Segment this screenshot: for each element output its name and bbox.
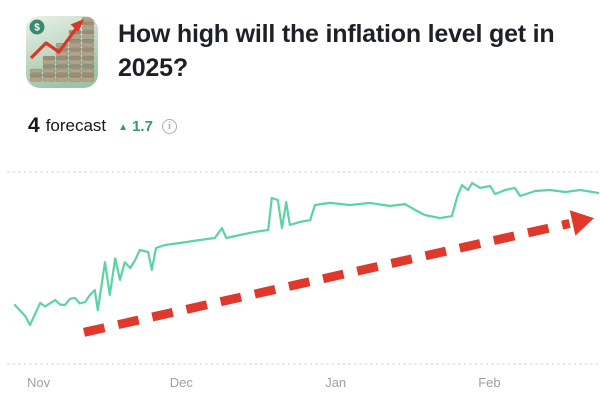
forecast-delta: ▲ 1.7 [118, 118, 153, 135]
forecast-chart-canvas [7, 171, 600, 365]
trend-arrow-head [569, 210, 594, 236]
forecast-count-label: forecast [45, 116, 107, 135]
delta-value: 1.7 [132, 117, 153, 135]
x-axis-tick: Nov [27, 375, 51, 390]
dollar-badge-icon [29, 19, 45, 35]
thumbnail-art: $ [26, 16, 98, 88]
forecast-chart[interactable]: Nov Dec Jan Feb [0, 166, 600, 396]
forecast-stats-row: 4 forecast ▲ 1.7 i [28, 114, 574, 138]
forecast-line [13, 181, 600, 327]
up-triangle-icon: ▲ [118, 121, 129, 133]
question-title[interactable]: How high will the inflation level get in… [118, 20, 555, 82]
x-axis-tick: Dec [169, 375, 193, 390]
x-axis-tick: Feb [478, 375, 501, 390]
x-axis: Nov Dec Jan Feb [0, 370, 600, 396]
info-icon[interactable]: i [161, 118, 177, 134]
forecast-count: 4 [28, 114, 40, 137]
question-thumbnail[interactable]: $ [26, 16, 98, 88]
trend-arrow-line [83, 219, 571, 337]
rising-chart-line-icon [29, 25, 80, 60]
coin-stacks-icon [29, 17, 95, 82]
rising-arrow-head-icon [70, 19, 84, 32]
x-axis-tick: Jan [325, 375, 347, 390]
question-header: $ How high will the inflation level get … [0, 0, 600, 88]
dollar-glyph: $ [34, 23, 40, 34]
